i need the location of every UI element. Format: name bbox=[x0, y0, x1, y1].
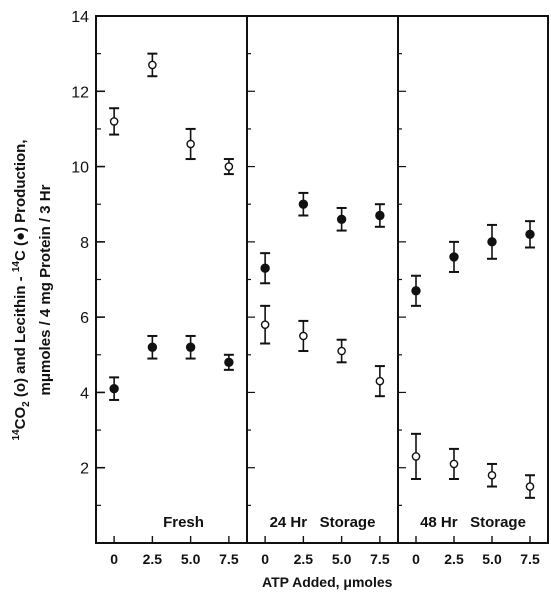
x-tick-label: 5.0 bbox=[332, 551, 352, 567]
y-tick-label: 8 bbox=[80, 235, 89, 252]
panel-2: 0 2.5 5.0 7.5 24 Hr Storage bbox=[260, 191, 390, 567]
filled-point bbox=[525, 229, 535, 240]
y-label-lecithin: (o) and Lecithin - bbox=[12, 272, 29, 402]
y-tick-label: 2 bbox=[80, 461, 89, 478]
plot-border bbox=[95, 15, 549, 544]
x-tick-label: 2.5 bbox=[444, 551, 464, 567]
x-tick-label: 7.5 bbox=[219, 551, 239, 567]
x-tick-label: 5.0 bbox=[482, 551, 502, 567]
filled-point bbox=[224, 357, 234, 368]
filled-point bbox=[147, 342, 158, 352]
y-tick-label: 6 bbox=[80, 310, 89, 327]
y-label-co: CO bbox=[12, 406, 29, 430]
x-tick-label: 7.5 bbox=[520, 551, 540, 567]
open-point bbox=[224, 162, 234, 171]
panel-3: 0 2.5 5.0 7.5 48 Hr Storage bbox=[411, 220, 540, 567]
y-tick-label: 10 bbox=[71, 160, 89, 177]
y-tick-label: 12 bbox=[71, 84, 89, 101]
open-point bbox=[109, 117, 119, 126]
y-axis-label-line1: 14CO2 (o) and Lecithin - 14C (●) Product… bbox=[7, 139, 36, 440]
y-axis-label-line2: mμmoles / 4 mg Protein / 3 Hr bbox=[37, 184, 54, 396]
x-tick-label: 0 bbox=[110, 551, 118, 567]
open-point bbox=[337, 346, 346, 356]
filled-point bbox=[449, 252, 459, 262]
filled-point bbox=[298, 199, 309, 209]
filled-point bbox=[109, 383, 119, 394]
x-axis-label: ATP Added, μmoles bbox=[262, 574, 393, 590]
open-point bbox=[299, 331, 308, 341]
open-point bbox=[487, 470, 497, 480]
panel-1: 0 2.5 5.0 7.5 Fresh bbox=[109, 52, 239, 567]
open-point bbox=[525, 482, 535, 491]
x-tick-label: 5.0 bbox=[181, 551, 201, 567]
open-point bbox=[260, 320, 270, 329]
open-point bbox=[148, 60, 157, 70]
x-tick-label: 2.5 bbox=[143, 551, 163, 567]
filled-point bbox=[487, 237, 497, 247]
y-tick-label: 4 bbox=[80, 385, 89, 402]
panel-label: 24 Hr Storage bbox=[270, 514, 376, 531]
open-point bbox=[449, 459, 459, 469]
open-point bbox=[186, 139, 195, 149]
open-point bbox=[411, 452, 421, 461]
x-tick-label: 2.5 bbox=[294, 551, 314, 567]
plot-frame bbox=[95, 15, 549, 544]
open-point bbox=[375, 376, 385, 386]
y-axis-label-container: 14CO2 (o) and Lecithin - 14C (●) Product… bbox=[2, 0, 60, 596]
y-tick-label: 14 bbox=[71, 9, 89, 26]
filled-point bbox=[375, 210, 385, 221]
panels: 0 2.5 5.0 7.5 Fresh 0 2.5 5.0 7.5 24 Hr Storage 0 2… bbox=[109, 52, 540, 567]
x-tick-label: 0 bbox=[261, 551, 269, 567]
x-tick-label: 0 bbox=[412, 551, 420, 567]
y-label-isotope-1: 14 bbox=[11, 429, 22, 441]
filled-point bbox=[336, 214, 347, 224]
panel-label: Fresh bbox=[163, 514, 204, 531]
y-axis-label: 14CO2 (o) and Lecithin - 14C (●) Product… bbox=[7, 139, 55, 440]
filled-point bbox=[411, 286, 421, 296]
y-label-sub2: 2 bbox=[21, 401, 32, 407]
x-tick-label: 7.5 bbox=[370, 551, 390, 567]
y-label-production: C (●) Production, bbox=[12, 139, 29, 262]
y-label-isotope-2: 14 bbox=[11, 261, 22, 273]
y-axis-ticks: 2 4 6 8 10 12 14 bbox=[71, 9, 406, 506]
filled-point bbox=[260, 263, 270, 273]
filled-point bbox=[185, 342, 196, 352]
panel-label: 48 Hr Storage bbox=[420, 514, 526, 531]
